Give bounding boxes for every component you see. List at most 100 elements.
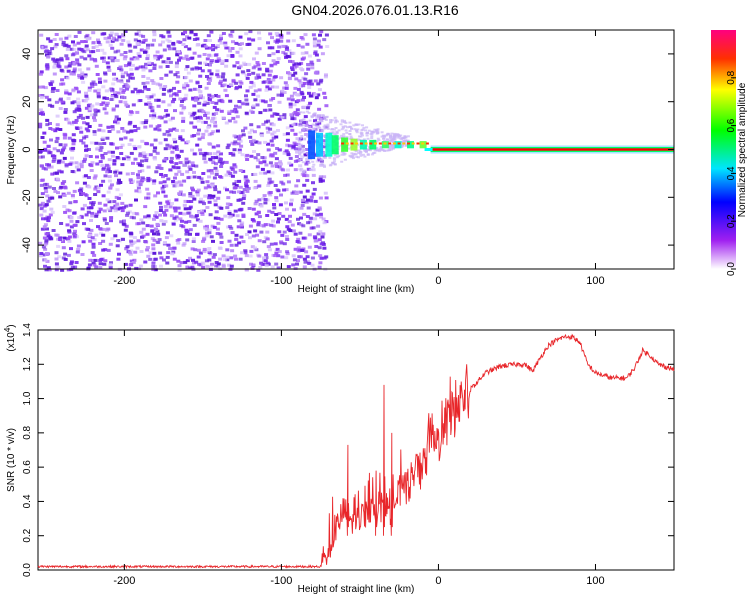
heatmap-noise-cell [148,251,153,255]
heatmap-noise-cell [288,229,293,233]
heatmap-noise-cell [49,237,54,241]
heatmap-noise-cell [153,54,158,58]
heatmap-noise-cell [276,254,281,258]
heatmap-noise-cell [132,124,137,128]
heatmap-noise-cell [190,247,195,251]
snr-y-tick-label: 0.0 [22,563,33,577]
heatmap-transition-cell [345,131,349,134]
heatmap-noise-cell [253,202,258,206]
heatmap-noise-cell [174,162,179,166]
heatmap-noise-cell [253,98,258,102]
heatmap-noise-cell [207,196,212,200]
heatmap-noise-cell [62,156,67,160]
snr-y-tick-label: 0.8 [22,425,33,439]
heatmap-noise-cell [141,234,146,238]
heatmap-noise-cell [149,95,154,99]
snr-x-tick-label: 100 [586,575,604,587]
heatmap-noise-cell [168,144,173,148]
snr-frame [37,329,675,571]
heatmap-noise-cell [162,180,167,184]
heatmap-transition-cell [345,136,349,139]
heatmap-noise-cell [95,73,100,76]
heatmap-noise-cell [287,75,292,79]
heatmap-noise-cell [209,169,214,172]
heatmap-noise-cell [100,48,105,52]
heatmap-noise-cell [249,140,253,143]
heatmap-noise-cell [41,253,46,257]
heatmap-transition-cell [355,156,359,158]
heatmap-noise-cell [170,252,175,256]
heatmap-noise-cell [192,223,197,227]
heatmap-noise-cell [153,127,158,131]
heatmap-noise-cell [164,208,169,212]
heatmap-noise-cell [246,69,251,73]
heatmap-noise-cell [231,40,235,44]
heatmap-noise-cell [89,82,94,86]
heatmap-noise-cell [50,172,55,176]
heatmap-noise-cell [44,252,49,255]
heatmap-noise-cell [200,136,205,140]
heatmap-transition-cell [365,132,369,135]
heatmap-noise-cell [141,221,146,225]
heatmap-noise-cell [230,174,235,178]
heatmap-noise-cell [59,56,64,60]
heatmap-noise-cell [94,185,99,189]
heatmap-noise-cell [108,33,113,37]
heatmap-noise-cell [178,211,183,215]
heatmap-noise-cell [156,240,161,244]
heatmap-noise-cell [145,232,150,236]
heatmap-noise-cell [267,209,272,213]
heatmap-noise-cell [268,193,273,197]
heatmap-noise-cell [131,260,136,264]
heatmap-noise-cell [152,33,157,37]
heatmap-noise-cell [158,251,163,255]
heatmap-noise-cell [190,113,195,117]
heatmap-noise-cell [59,151,64,155]
heatmap-noise-cell [149,114,154,118]
heatmap-noise-cell [74,119,79,122]
heatmap-noise-cell [307,261,312,265]
heatmap-noise-cell [120,72,125,76]
heatmap-noise-cell [184,82,189,86]
heatmap-transition-cell [387,149,391,152]
heatmap-signal-cell [419,141,427,149]
snr-x-tick-label: 0 [435,575,441,587]
heatmap-noise-cell [102,227,107,231]
heatmap-noise-cell [59,185,64,189]
heatmap-noise-cell [47,185,52,189]
heatmap-noise-cell [59,58,64,62]
heatmap-transition-cell [311,160,315,163]
heatmap-noise-cell [41,112,45,116]
heatmap-noise-cell [182,83,187,87]
heatmap-noise-cell [114,195,119,199]
heatmap-transition-cell [348,125,352,128]
heatmap-noise-cell [284,86,289,90]
heatmap-noise-cell [46,37,51,41]
heatmap-noise-cell [96,91,101,95]
heatmap-noise-cell [158,181,163,185]
heatmap-noise-cell [161,92,166,96]
heatmap-noise-cell [302,183,307,187]
heatmap-noise-cell [203,120,208,124]
heatmap-transition-cell [305,110,309,113]
heatmap-noise-cell [203,186,208,190]
heatmap-y-tick-label: 40 [21,48,33,60]
heatmap-noise-cell [152,114,157,118]
heatmap-noise-cell [183,30,188,34]
heatmap-signal-cell [341,137,349,152]
heatmap-noise-cell [129,263,134,266]
heatmap-transition-cell [389,138,393,141]
heatmap-transition-cell [298,131,302,134]
heatmap-noise-cell [109,216,114,220]
heatmap-noise-cell [201,132,206,136]
heatmap-noise-cell [43,45,48,49]
heatmap-noise-cell [309,195,314,199]
heatmap-noise-cell [196,248,201,252]
heatmap-noise-cell [59,170,64,174]
heatmap-noise-cell [253,179,258,183]
heatmap-noise-cell [92,116,96,120]
heatmap-noise-cell [73,86,78,90]
heatmap-noise-cell [237,208,242,212]
heatmap-noise-cell [107,200,112,204]
heatmap-noise-cell [187,47,192,51]
